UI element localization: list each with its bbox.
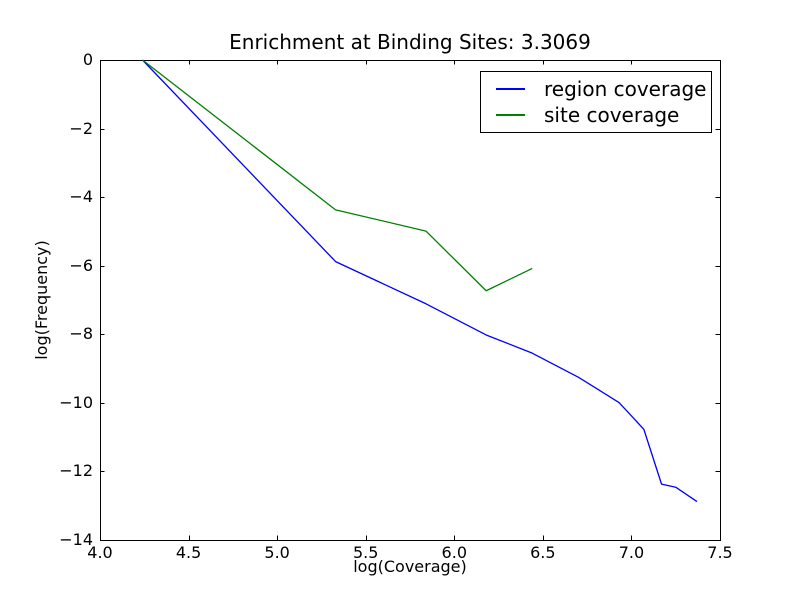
x-tick-label: 6.5 <box>530 543 556 562</box>
legend-line-swatch <box>496 87 525 90</box>
legend-label: site coverage <box>544 103 680 128</box>
series-line-site-coverage <box>142 59 533 292</box>
y-tick-label: −10 <box>59 392 93 412</box>
legend-line-swatch <box>496 114 525 117</box>
x-tick-label: 4.0 <box>87 543 113 562</box>
x-tick-label: 5.0 <box>264 543 290 562</box>
legend-entry-region-coverage: region coverage <box>481 77 711 101</box>
x-tick-label: 6.0 <box>441 543 467 562</box>
x-axis-label: log(Coverage) <box>353 557 467 576</box>
x-tick-label: 5.5 <box>352 543 379 562</box>
x-tick-label: 7.0 <box>618 543 645 562</box>
x-tick-label: 7.5 <box>707 543 733 562</box>
y-tick-label: −4 <box>69 187 93 207</box>
y-tick-label: −14 <box>59 530 93 549</box>
legend-label: region coverage <box>544 76 707 101</box>
y-tick-label: −8 <box>69 324 93 344</box>
chart-title: Enrichment at Binding Sites: 3.3069 <box>229 30 591 54</box>
y-tick-label: 0 <box>82 50 93 69</box>
legend: region coverage site coverage <box>480 71 712 133</box>
series-line-region-coverage <box>142 59 698 503</box>
y-tick-label: −12 <box>59 461 93 481</box>
y-tick-label: −2 <box>69 118 93 138</box>
y-tick-label: −6 <box>69 255 93 275</box>
axes-frame <box>100 60 721 541</box>
x-tick-label: 4.5 <box>175 543 202 562</box>
legend-entry-site-coverage: site coverage <box>481 103 711 127</box>
